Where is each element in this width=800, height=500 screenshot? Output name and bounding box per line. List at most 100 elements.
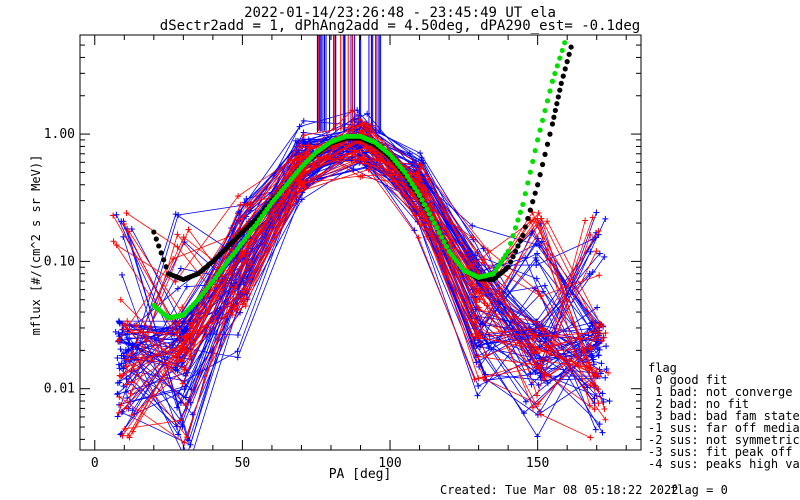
sweep-marker <box>128 350 135 357</box>
sweep-marker <box>477 320 484 327</box>
sweep-marker <box>124 352 131 359</box>
green-fit-point <box>537 127 543 133</box>
green-fit-point <box>503 252 509 258</box>
green-fit-point <box>535 137 541 143</box>
green-fit-point <box>507 240 514 247</box>
sweep-marker <box>601 405 608 412</box>
sweep-marker <box>524 340 531 347</box>
sweep-marker <box>412 204 419 211</box>
sweep-marker <box>529 404 536 411</box>
black-fit-point <box>520 232 526 238</box>
sweep-marker <box>120 220 127 227</box>
sweep-marker <box>186 462 192 468</box>
sweep-marker <box>595 227 602 234</box>
green-fit-point <box>527 169 533 175</box>
sweep-marker <box>411 162 418 169</box>
sweep-line <box>126 146 596 409</box>
sweep-marker <box>356 116 363 123</box>
sweep-marker <box>596 421 603 428</box>
green-fit-point <box>498 259 504 266</box>
sweep-marker <box>592 329 599 336</box>
green-fit-point <box>412 185 418 191</box>
sweep-marker <box>602 374 609 381</box>
black-fit-point <box>527 207 533 213</box>
sweep-marker <box>476 296 483 303</box>
black-fit-point <box>551 114 557 120</box>
legend: flag 0 good fit 1 bad: not converge 2 ba… <box>648 361 800 471</box>
black-fit-point <box>560 73 566 79</box>
sweep-marker <box>123 375 130 382</box>
sweep-marker <box>541 282 548 289</box>
green-fit-point <box>419 197 425 203</box>
sweep-marker <box>234 348 241 355</box>
sweep-marker <box>423 233 430 240</box>
x-tick-label: 100 <box>378 456 401 471</box>
sweep-marker <box>602 416 609 423</box>
sweep-marker <box>601 253 608 260</box>
green-fit-point <box>559 47 565 54</box>
x-tick-label: 0 <box>91 456 99 471</box>
footer-flag: flag = 0 <box>670 483 728 497</box>
green-fit-point <box>441 239 447 245</box>
green-fit-point <box>525 180 531 186</box>
black-fit-point <box>525 215 531 222</box>
sweep-marker <box>116 394 123 401</box>
green-fit-point <box>431 220 437 226</box>
sweep-marker <box>593 248 600 255</box>
legend-entry: -1 sus: far off median <box>648 421 800 435</box>
black-fit-point <box>163 264 169 270</box>
x-axis-label: PA [deg] <box>329 467 392 482</box>
sweep-marker <box>596 250 603 257</box>
green-fit-point <box>409 181 415 187</box>
y-tick-label: 0.01 <box>44 382 75 397</box>
sweep-marker <box>415 177 422 184</box>
sweep-marker <box>586 325 593 332</box>
sweep-marker <box>537 293 544 300</box>
sweep-marker <box>118 360 125 367</box>
sweep-marker <box>533 241 540 248</box>
y-axis-label: mflux [#/(cm^2 s sr MeV)] <box>29 155 43 336</box>
sweep-marker <box>605 369 612 376</box>
sweep-marker <box>417 150 424 157</box>
sweep-marker <box>590 356 597 363</box>
y-tick-label: 1.00 <box>44 127 75 142</box>
sweep-marker <box>544 380 551 387</box>
sweep-marker <box>357 173 364 180</box>
sweep-line <box>119 133 595 444</box>
sweep-marker <box>592 341 599 348</box>
sweep-marker <box>591 383 598 390</box>
sweep-marker <box>360 160 367 167</box>
sweep-marker <box>125 228 132 235</box>
black-fit-point <box>517 238 524 244</box>
sweep-marker <box>229 289 236 296</box>
green-fit-point <box>434 225 440 231</box>
sweep-line <box>127 153 597 438</box>
sweep-marker <box>188 386 195 393</box>
sweep-marker <box>125 347 132 354</box>
sweep-marker <box>300 117 307 124</box>
sweep-marker <box>178 342 185 349</box>
sweep-marker <box>594 345 601 352</box>
sweep-marker <box>349 107 356 114</box>
sweep-marker <box>475 382 482 389</box>
black-fit-point <box>552 107 558 114</box>
legend-heading: flag <box>648 361 677 375</box>
sweep-marker <box>181 439 188 446</box>
sweep-marker <box>116 409 123 416</box>
sweep-marker <box>174 350 181 357</box>
sweep-marker <box>365 130 372 137</box>
sweep-marker <box>591 395 598 402</box>
sweep-marker <box>599 429 606 436</box>
black-fit-point <box>537 172 543 178</box>
sweep-marker <box>590 361 597 368</box>
green-fit-point <box>436 229 442 236</box>
sweep-marker <box>123 209 130 216</box>
sweep-marker <box>117 296 124 303</box>
sweep-marker <box>600 334 607 341</box>
sweep-marker <box>179 304 186 311</box>
sweep-marker <box>587 382 594 389</box>
legend-entry: 1 bad: not converge <box>648 385 793 399</box>
sweep-marker <box>113 211 120 218</box>
sweep-marker <box>474 392 481 399</box>
sweep-marker <box>598 337 605 344</box>
